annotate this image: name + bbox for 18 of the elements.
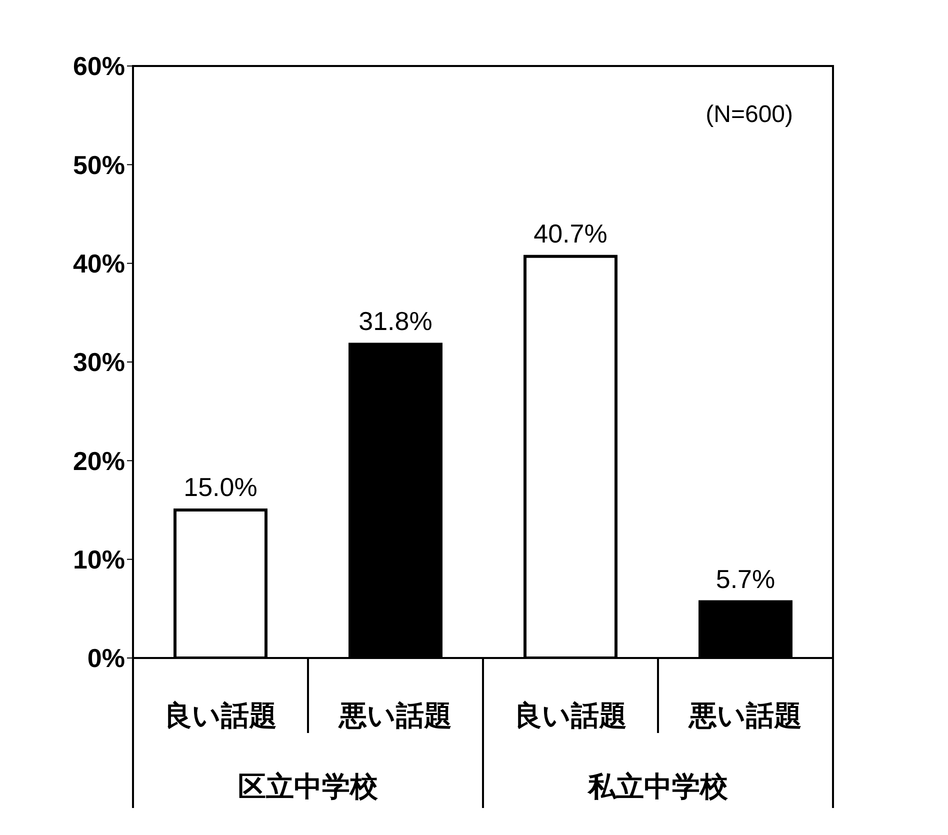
x-tick-label: 良い話題 <box>514 700 627 731</box>
y-tick-label: 40% <box>72 248 125 279</box>
data-label: 40.7% <box>534 218 608 248</box>
y-tick-label: 50% <box>72 150 125 180</box>
data-label: 15.0% <box>184 472 258 502</box>
y-tick-label: 30% <box>72 347 125 378</box>
x-tick-label: 良い話題 <box>164 700 277 731</box>
y-tick-label: 20% <box>72 446 125 476</box>
x-tick-label: 悪い話題 <box>338 700 452 731</box>
text: 私立中学校 <box>587 771 729 802</box>
y-tick-label: 0% <box>87 643 125 674</box>
text: 区立中学校 <box>238 771 379 802</box>
data-label: 5.7% <box>716 564 776 594</box>
annotation: (N=600) <box>706 101 793 129</box>
data-label: 31.8% <box>358 306 432 336</box>
x-tick-label: 悪い話題 <box>688 700 802 731</box>
y-tick-label: 10% <box>72 544 125 575</box>
y-tick-label: 60% <box>72 51 125 82</box>
